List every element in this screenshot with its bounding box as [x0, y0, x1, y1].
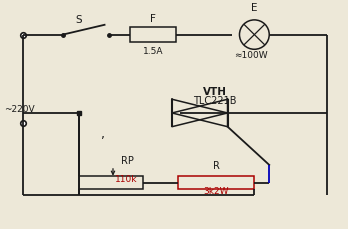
Bar — [130, 27, 176, 42]
Text: 1.5A: 1.5A — [143, 47, 164, 56]
Text: VTH: VTH — [203, 87, 227, 97]
Text: 3k2W: 3k2W — [204, 187, 229, 196]
Text: R: R — [213, 161, 220, 171]
Text: E: E — [251, 3, 258, 13]
Text: ~220V: ~220V — [5, 105, 35, 114]
Text: F: F — [150, 14, 156, 24]
Text: ,: , — [101, 128, 105, 142]
Text: RP: RP — [121, 156, 134, 166]
Text: TLC221B: TLC221B — [193, 96, 236, 106]
Bar — [178, 176, 254, 189]
Text: ≈100W: ≈100W — [234, 51, 267, 60]
Text: 110k: 110k — [115, 175, 137, 184]
Bar — [79, 176, 143, 189]
Text: S: S — [76, 15, 82, 25]
